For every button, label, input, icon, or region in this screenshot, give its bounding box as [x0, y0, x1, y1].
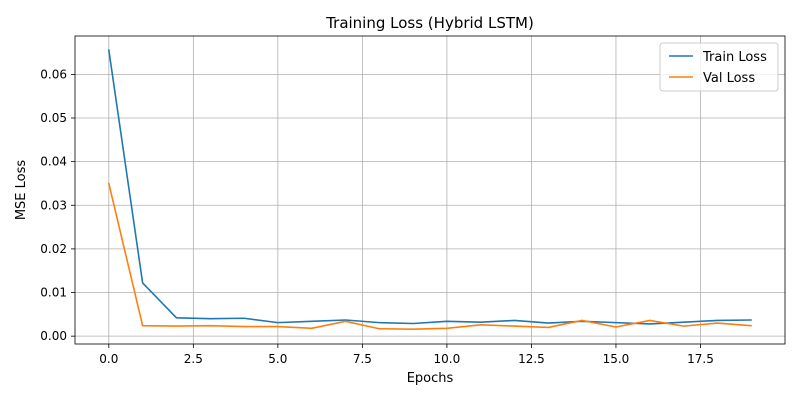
y-tick-label: 0.02: [40, 242, 67, 256]
x-tick-label: 12.5: [518, 352, 545, 366]
x-tick-label: 2.5: [184, 352, 203, 366]
legend-label-val-loss: Val Loss: [703, 71, 755, 86]
y-tick-label: 0.06: [40, 67, 67, 81]
x-tick-label: 15.0: [603, 352, 630, 366]
y-axis-label: MSE Loss: [14, 160, 29, 221]
chart-title: Training Loss (Hybrid LSTM): [325, 14, 534, 32]
x-tick-label: 17.5: [687, 352, 714, 366]
legend: Train Loss Val Loss: [659, 42, 779, 92]
y-tick-label: 0.01: [40, 286, 67, 300]
x-tick-label: 5.0: [268, 352, 287, 366]
series-line-val-loss: [108, 182, 752, 330]
y-tick-label: 0.05: [40, 111, 67, 125]
plot-frame: [74, 35, 786, 345]
y-tick-label: 0.00: [40, 329, 67, 343]
legend-box: [659, 42, 779, 92]
legend-label-train-loss: Train Loss: [702, 50, 767, 65]
x-axis-label: Epochs: [407, 371, 454, 386]
y-tick-label: 0.03: [40, 198, 67, 212]
y-tick-label: 0.04: [40, 155, 67, 169]
series-lines: [108, 49, 752, 330]
x-tick-label: 10.0: [434, 352, 461, 366]
x-tick-label: 7.5: [353, 352, 372, 366]
x-tick-label: 0.0: [99, 352, 118, 366]
series-line-train-loss: [108, 49, 752, 325]
axis-ticks: 0.0 2.5 5.0 7.5 10.0 12.5 15.0 17.5 0.00 0.01 0.02…: [40, 67, 714, 366]
